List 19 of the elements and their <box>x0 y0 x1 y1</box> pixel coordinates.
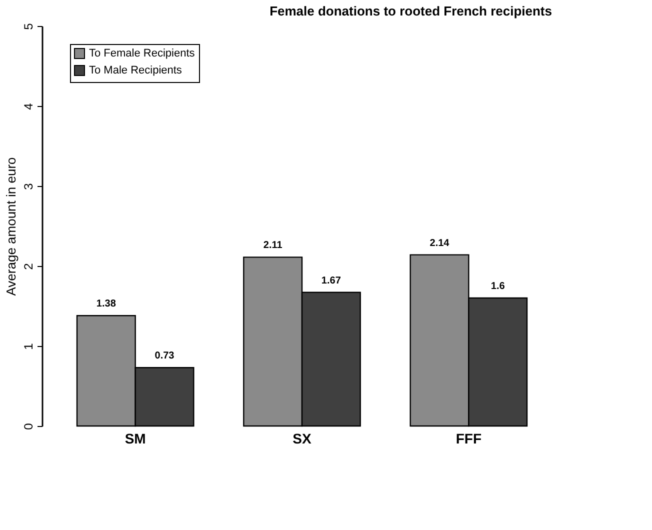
y-tick-label: 3 <box>22 182 36 190</box>
y-tick-label: 5 <box>22 22 36 30</box>
y-tick-label: 1 <box>22 342 36 350</box>
x-tick-label: SX <box>292 430 312 446</box>
legend-label: To Male Recipients <box>89 64 182 76</box>
data-label: 0.73 <box>154 350 175 362</box>
y-tick-label: 4 <box>22 102 36 110</box>
y-tick-label: 2 <box>22 262 36 270</box>
data-label: 2.14 <box>430 238 450 249</box>
data-label: 2.11 <box>263 240 283 252</box>
data-label: 1.6 <box>490 281 506 292</box>
data-label: 1.67 <box>321 275 342 286</box>
chart-title: Female donations to rooted French recipients <box>270 4 552 19</box>
data-label: 1.38 <box>96 298 116 310</box>
y-tick-label: 0 <box>22 422 36 430</box>
x-tick-label: SM <box>124 430 146 446</box>
x-tick-label: FFF <box>456 430 482 446</box>
y-axis-title: Average amount in euro <box>4 157 18 296</box>
legend-label: To Female Recipients <box>89 48 196 60</box>
